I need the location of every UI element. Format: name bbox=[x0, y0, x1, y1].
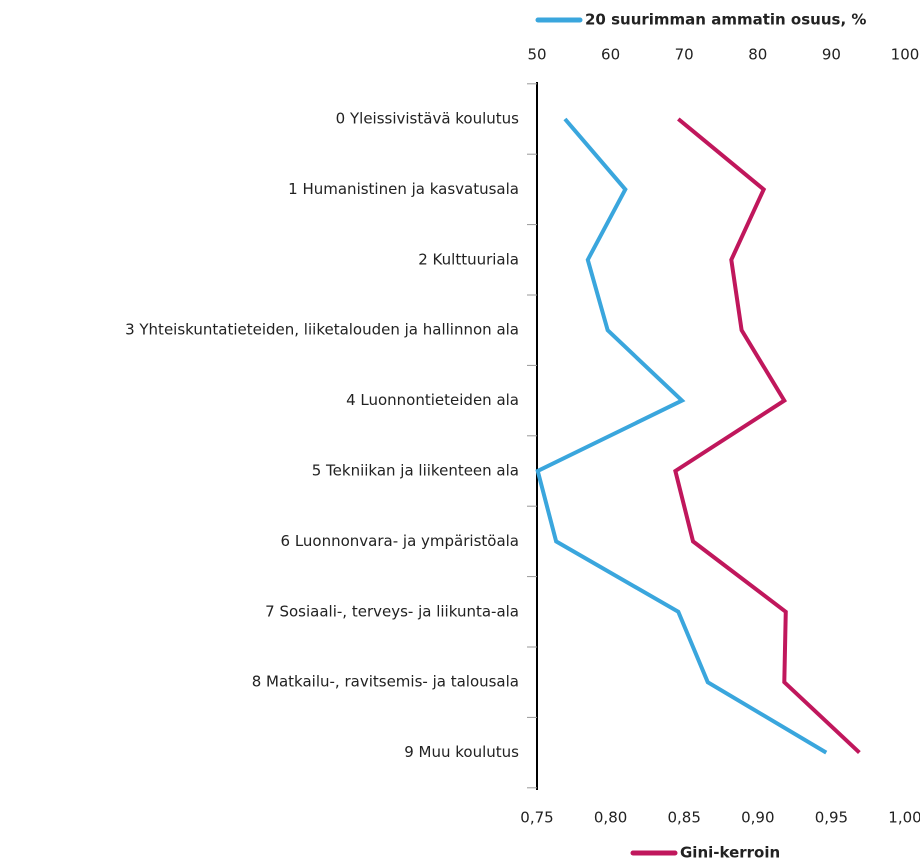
x-tick-label: 70 bbox=[675, 46, 694, 64]
x-tick-label: 50 bbox=[527, 46, 546, 64]
legend-label: 20 suurimman ammatin osuus, % bbox=[585, 11, 866, 29]
x2-tick-label: 1,00 bbox=[888, 809, 920, 827]
x2-tick-label: 0,95 bbox=[815, 809, 848, 827]
category-label: 6 Luonnonvara- ja ympäristöala bbox=[281, 532, 519, 550]
x-tick-label: 80 bbox=[748, 46, 767, 64]
x-tick-label: 90 bbox=[822, 46, 841, 64]
x2-tick-label: 0,85 bbox=[667, 809, 700, 827]
category-label: 9 Muu koulutus bbox=[404, 743, 519, 761]
series-line bbox=[673, 117, 861, 755]
x2-tick-label: 0,90 bbox=[741, 809, 774, 827]
legend-label: Gini-kerroin bbox=[680, 844, 780, 862]
x-tick-label: 60 bbox=[601, 46, 620, 64]
category-label: 3 Yhteiskuntatieteiden, liiketalouden ja… bbox=[125, 321, 519, 339]
series-line bbox=[535, 117, 828, 755]
category-label: 8 Matkailu-, ravitsemis- ja talousala bbox=[252, 673, 519, 691]
category-label: 2 Kulttuuriala bbox=[418, 250, 519, 268]
category-label: 5 Tekniikan ja liikenteen ala bbox=[312, 462, 519, 480]
category-label: 7 Sosiaali-, terveys- ja liikunta-ala bbox=[265, 602, 519, 620]
x2-tick-label: 0,80 bbox=[594, 809, 627, 827]
category-label: 0 Yleissivistävä koulutus bbox=[336, 110, 520, 128]
category-label: 1 Humanistinen ja kasvatusala bbox=[288, 180, 519, 198]
x-tick-label: 100 bbox=[891, 46, 920, 64]
category-label: 4 Luonnontieteiden ala bbox=[346, 391, 519, 409]
x2-tick-label: 0,75 bbox=[520, 809, 553, 827]
